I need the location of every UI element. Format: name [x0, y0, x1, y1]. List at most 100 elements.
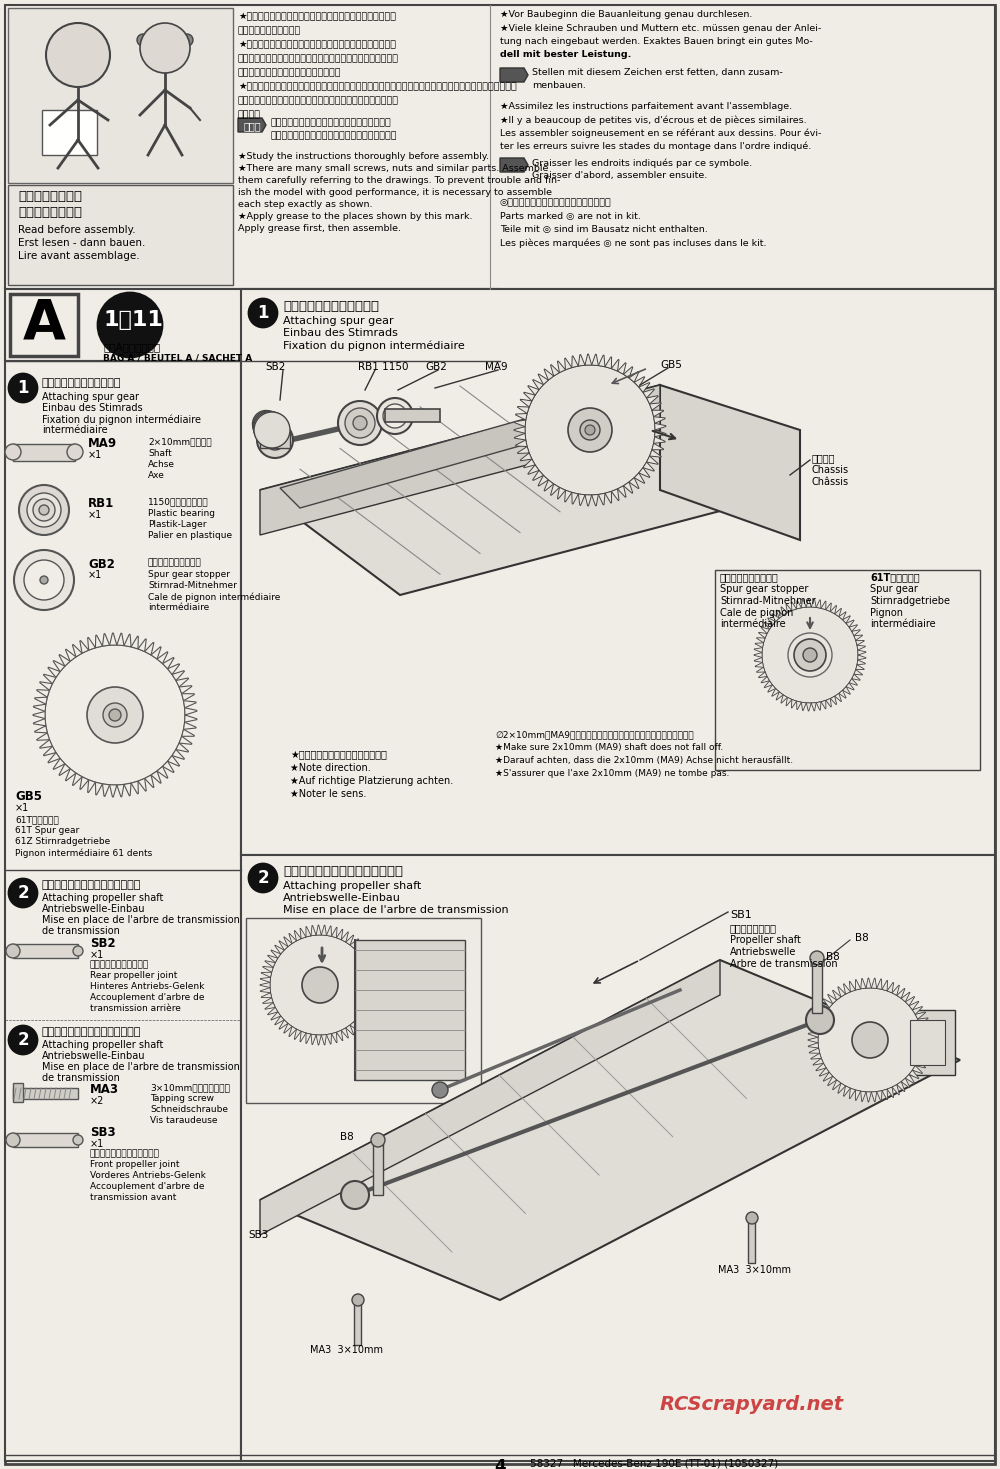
Polygon shape: [909, 1002, 919, 1009]
Text: ×1: ×1: [90, 950, 104, 961]
Polygon shape: [871, 978, 877, 989]
Circle shape: [253, 411, 283, 441]
Polygon shape: [80, 777, 89, 789]
Text: Fixation du pignon intermédiaire: Fixation du pignon intermédiaire: [42, 414, 201, 425]
Text: Mise en place de l'arbre de transmission: Mise en place de l'arbre de transmission: [283, 905, 509, 915]
Circle shape: [109, 710, 121, 721]
Text: Erst lesen - dann bauen.: Erst lesen - dann bauen.: [18, 238, 145, 248]
Polygon shape: [370, 986, 380, 990]
Circle shape: [762, 607, 858, 704]
Text: Achse: Achse: [148, 460, 175, 469]
Polygon shape: [772, 614, 779, 621]
Polygon shape: [520, 400, 532, 407]
Polygon shape: [768, 685, 776, 692]
Polygon shape: [660, 385, 800, 541]
Polygon shape: [33, 711, 45, 718]
Circle shape: [14, 549, 74, 610]
Polygon shape: [852, 630, 860, 636]
Bar: [10, 294, 78, 355]
Polygon shape: [557, 488, 566, 499]
Polygon shape: [95, 635, 102, 648]
Polygon shape: [905, 996, 915, 1006]
Polygon shape: [289, 1027, 297, 1037]
Polygon shape: [321, 1034, 326, 1044]
Polygon shape: [88, 638, 95, 651]
Polygon shape: [592, 495, 598, 505]
Polygon shape: [260, 977, 271, 983]
Circle shape: [302, 967, 338, 1003]
Circle shape: [73, 1136, 83, 1144]
Polygon shape: [263, 967, 273, 972]
Polygon shape: [806, 702, 811, 711]
Polygon shape: [368, 995, 378, 1000]
Polygon shape: [811, 599, 816, 607]
Text: グリス: グリス: [244, 120, 262, 131]
Polygon shape: [157, 652, 168, 664]
Polygon shape: [280, 392, 640, 508]
Polygon shape: [261, 972, 272, 977]
Circle shape: [87, 687, 143, 743]
Circle shape: [338, 401, 382, 445]
Text: プロペラシャフト: プロペラシャフト: [730, 923, 777, 933]
Polygon shape: [816, 1064, 826, 1071]
Text: intermédiaire: intermédiaire: [42, 425, 108, 435]
Circle shape: [19, 485, 69, 535]
Polygon shape: [331, 1033, 337, 1043]
Polygon shape: [909, 1069, 919, 1078]
Circle shape: [24, 560, 64, 599]
Polygon shape: [168, 755, 180, 767]
Polygon shape: [364, 958, 374, 965]
Circle shape: [73, 946, 83, 956]
Text: Attaching spur gear: Attaching spur gear: [283, 316, 394, 326]
Polygon shape: [634, 376, 645, 388]
Text: MA3  3×10mm: MA3 3×10mm: [718, 1265, 791, 1275]
Polygon shape: [275, 1017, 284, 1025]
Polygon shape: [185, 715, 197, 723]
Text: Rear propeller joint: Rear propeller joint: [90, 971, 177, 980]
Text: Shaft: Shaft: [148, 450, 172, 458]
Text: SB3: SB3: [248, 1230, 268, 1240]
Polygon shape: [757, 638, 765, 643]
Text: Fixation du pignon intermédiaire: Fixation du pignon intermédiaire: [283, 339, 465, 351]
Polygon shape: [912, 1065, 922, 1074]
Polygon shape: [786, 698, 792, 705]
Polygon shape: [551, 364, 559, 376]
Text: Teile mit ◎ sind im Bausatz nicht enthalten.: Teile mit ◎ sind im Bausatz nicht enthal…: [500, 225, 708, 234]
Polygon shape: [364, 1005, 374, 1012]
Polygon shape: [533, 379, 543, 389]
Polygon shape: [279, 940, 288, 950]
Polygon shape: [843, 984, 850, 995]
Text: ×1: ×1: [15, 804, 29, 812]
Polygon shape: [514, 433, 526, 441]
Circle shape: [98, 292, 162, 357]
Circle shape: [181, 34, 193, 46]
Polygon shape: [611, 489, 619, 501]
Polygon shape: [261, 993, 272, 997]
Text: intermédiaire: intermédiaire: [870, 618, 936, 629]
Polygon shape: [300, 1031, 306, 1042]
Polygon shape: [366, 1000, 376, 1006]
Circle shape: [67, 444, 83, 460]
Polygon shape: [854, 670, 863, 676]
Text: 《スパーギヤの取り付け》: 《スパーギヤの取り付け》: [42, 378, 122, 388]
Text: 必ず、グリスアップして、組みこんでください。: 必ず、グリスアップして、組みこんでください。: [271, 131, 398, 140]
Text: 61Tスパーギヤ: 61Tスパーギヤ: [870, 571, 920, 582]
Text: them carefully referring to the drawings. To prevent trouble and fin-: them carefully referring to the drawings…: [238, 176, 560, 185]
Text: 1～11: 1～11: [103, 310, 163, 331]
Polygon shape: [755, 643, 764, 648]
Polygon shape: [882, 980, 888, 992]
Circle shape: [352, 1294, 364, 1306]
Circle shape: [103, 704, 127, 727]
Text: MA3: MA3: [90, 1083, 119, 1096]
Polygon shape: [830, 605, 837, 614]
Polygon shape: [813, 1015, 823, 1021]
Text: ★Assimilez les instructions parfaitement avant l'assemblage.: ★Assimilez les instructions parfaitement…: [500, 101, 792, 112]
Polygon shape: [849, 624, 857, 632]
Polygon shape: [855, 1090, 861, 1100]
Text: Hinteres Antriebs-Gelenk: Hinteres Antriebs-Gelenk: [90, 981, 204, 992]
Text: ★Darauf achten, dass die 2x10mm (MA9) Achse nicht herausfällt.: ★Darauf achten, dass die 2x10mm (MA9) Ac…: [495, 757, 793, 765]
Polygon shape: [65, 649, 76, 661]
Polygon shape: [517, 447, 529, 454]
Polygon shape: [901, 992, 910, 1002]
Text: intermédiaire: intermédiaire: [148, 602, 209, 613]
